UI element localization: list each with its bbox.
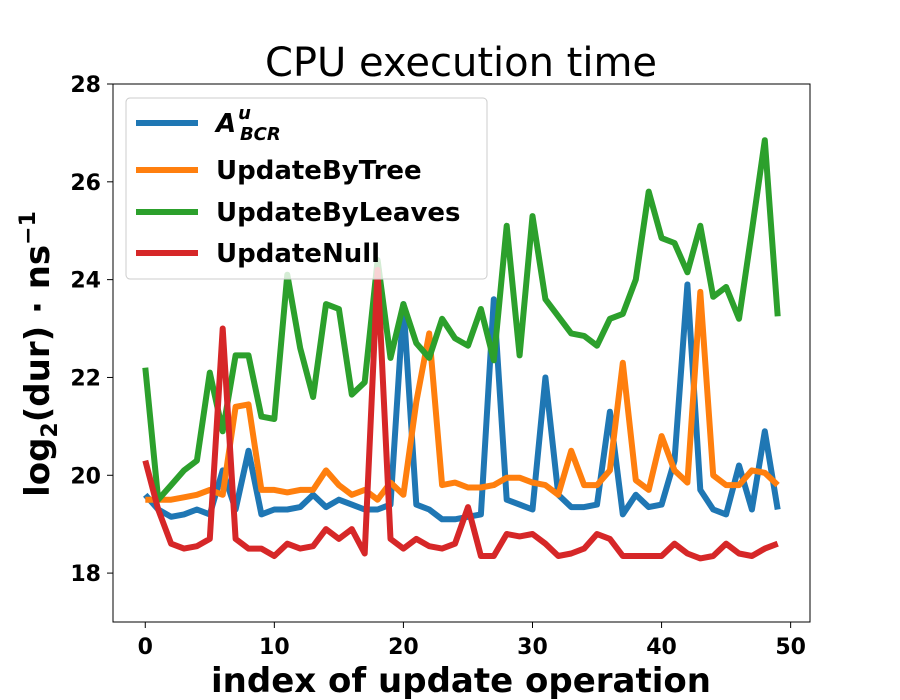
legend-box [125, 97, 488, 280]
x-tick-label: 0 [138, 635, 153, 660]
y-tick-label: 24 [70, 269, 101, 294]
y-axis-title-subscript: 2 [38, 422, 63, 437]
y-axis-title-superscript: −1 [16, 211, 41, 245]
y-tick-label: 28 [70, 73, 101, 98]
legend-label-1: UpdateByTree [216, 156, 422, 186]
series-line-1 [145, 288, 780, 503]
x-axis-title: index of update operation [211, 661, 711, 700]
y-axis-title: log2(dur) · ns−1 [16, 211, 63, 497]
y-tick-label: 22 [70, 366, 101, 391]
x-tick-label: 20 [388, 635, 419, 660]
y-tick-label: 26 [70, 171, 101, 196]
y-tick-label: 20 [70, 464, 101, 489]
x-tick-label: 10 [259, 635, 290, 660]
y-axis: 18 20 22 24 26 28 [70, 73, 113, 587]
series-line-2 [142, 137, 781, 503]
y-tick-label: 18 [70, 562, 101, 587]
legend-label-3: UpdateNull [216, 239, 380, 269]
series-line-3 [142, 266, 779, 562]
legend-label-2: UpdateByLeaves [216, 198, 461, 228]
chart-title: CPU execution time [265, 40, 657, 86]
x-axis: 0 10 20 30 40 50 [138, 622, 806, 660]
y-axis-title-dur-ns: (dur) · ns [18, 245, 58, 422]
x-tick-label: 30 [517, 635, 548, 660]
series-lines [142, 137, 781, 562]
x-tick-label: 50 [775, 635, 806, 660]
x-tick-label: 40 [646, 635, 677, 660]
y-axis-title-log: log [18, 438, 58, 497]
